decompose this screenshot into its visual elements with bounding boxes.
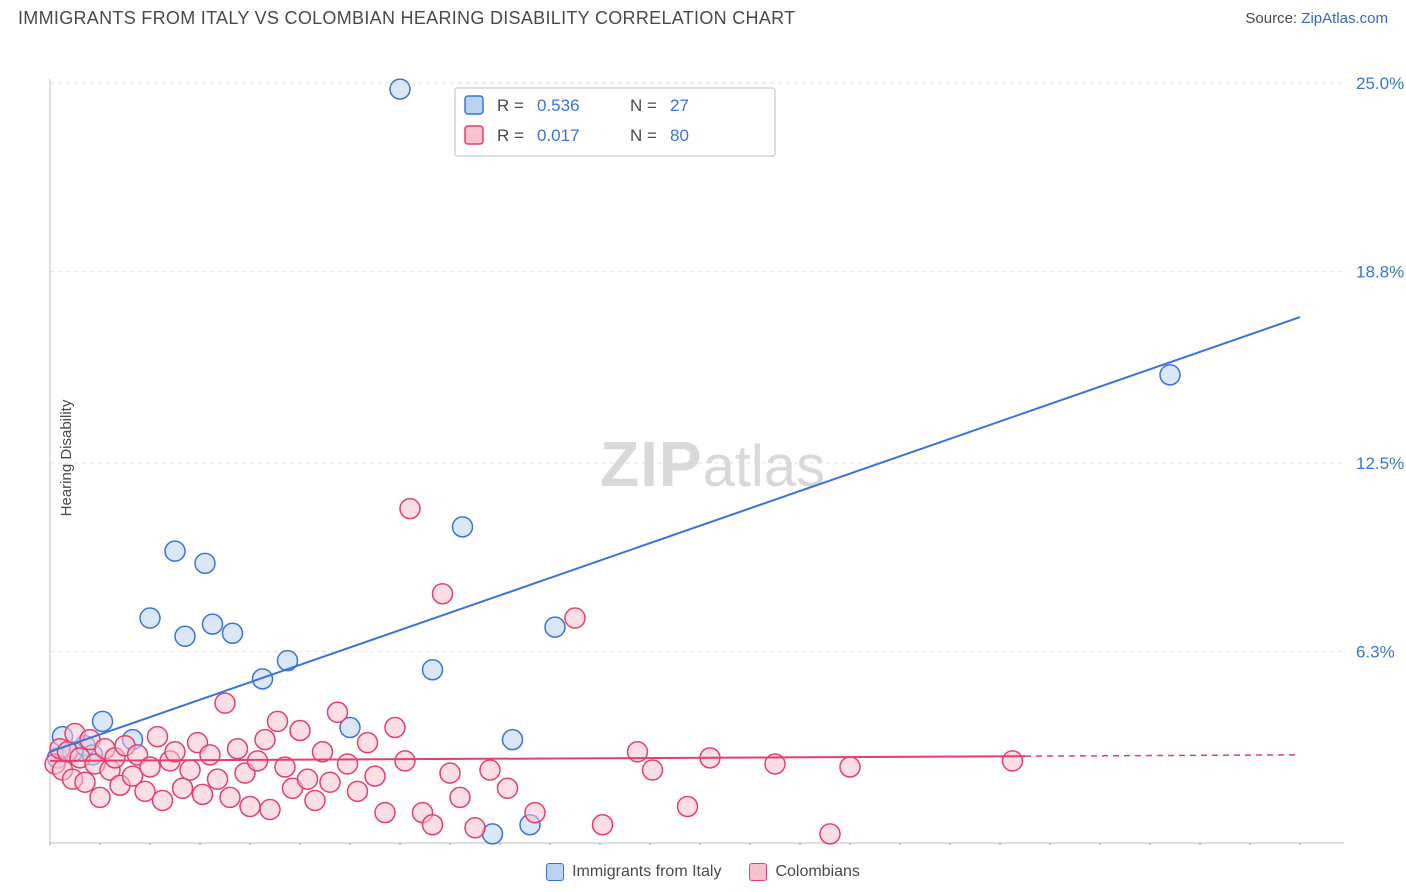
swatch-italy [546, 863, 564, 881]
bottom-legend: Immigrants from Italy Colombians [0, 863, 1406, 881]
svg-text:N =: N = [630, 96, 657, 115]
scatter-chart: 6.3%12.5%18.8%25.0%0.0%50.0%ZIPatlasR =0… [0, 33, 1406, 845]
legend-item-colombians: Colombians [749, 863, 859, 881]
legend-label-italy: Immigrants from Italy [572, 863, 721, 880]
svg-text:6.3%: 6.3% [1356, 642, 1395, 661]
svg-text:R =: R = [497, 126, 524, 145]
svg-text:27: 27 [670, 96, 689, 115]
svg-text:0.536: 0.536 [537, 96, 580, 115]
source-attribution: Source: ZipAtlas.com [1245, 10, 1388, 27]
svg-text:0.017: 0.017 [537, 126, 580, 145]
svg-text:N =: N = [630, 126, 657, 145]
chart-title: IMMIGRANTS FROM ITALY VS COLOMBIAN HEARI… [18, 8, 795, 29]
source-prefix: Source: [1245, 10, 1301, 27]
chart-container: Hearing Disability 6.3% 12.5% 18.8% 25.0% 0.… [0, 33, 1406, 883]
svg-text:80: 80 [670, 126, 689, 145]
swatch-colombians [749, 863, 767, 881]
svg-text:12.5%: 12.5% [1356, 454, 1404, 473]
svg-text:25.0%: 25.0% [1356, 74, 1404, 93]
y-axis-label: Hearing Disability [58, 400, 75, 517]
legend-item-italy: Immigrants from Italy [546, 863, 721, 881]
source-link[interactable]: ZipAtlas.com [1301, 10, 1388, 27]
legend-label-colombians: Colombians [775, 863, 859, 880]
svg-text:R =: R = [497, 96, 524, 115]
svg-text:ZIPatlas: ZIPatlas [600, 428, 825, 500]
svg-text:18.8%: 18.8% [1356, 262, 1404, 281]
